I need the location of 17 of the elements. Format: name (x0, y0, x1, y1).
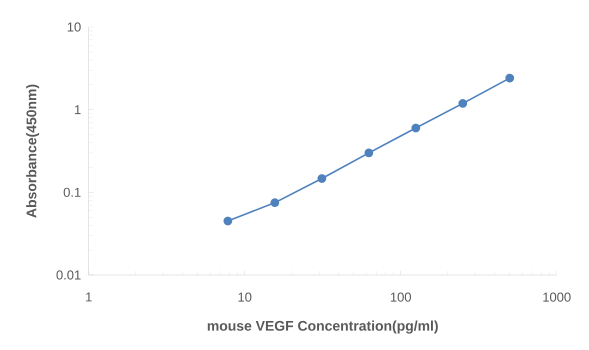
y-tick-label: 0.1 (64, 188, 81, 197)
point (411, 124, 420, 132)
y-tick-label: 0.01 (56, 270, 81, 280)
point (364, 148, 374, 158)
point (458, 99, 468, 108)
x-tick-label: 10 (238, 292, 252, 302)
x-axis-title: mouse VEGF Concentration(pg/ml) (208, 320, 438, 334)
x-tick-label: 100 (390, 292, 412, 302)
point (223, 216, 232, 226)
point (318, 174, 326, 183)
x-tick-label: 1 (86, 292, 92, 302)
x-tick-label: 1000 (543, 292, 571, 302)
point (270, 198, 280, 208)
y-tick-label: 1 (74, 105, 81, 114)
point (505, 74, 514, 82)
y-tick-label: 10 (68, 22, 81, 32)
y-axis-title: Absorbance(450nm) (26, 84, 40, 218)
